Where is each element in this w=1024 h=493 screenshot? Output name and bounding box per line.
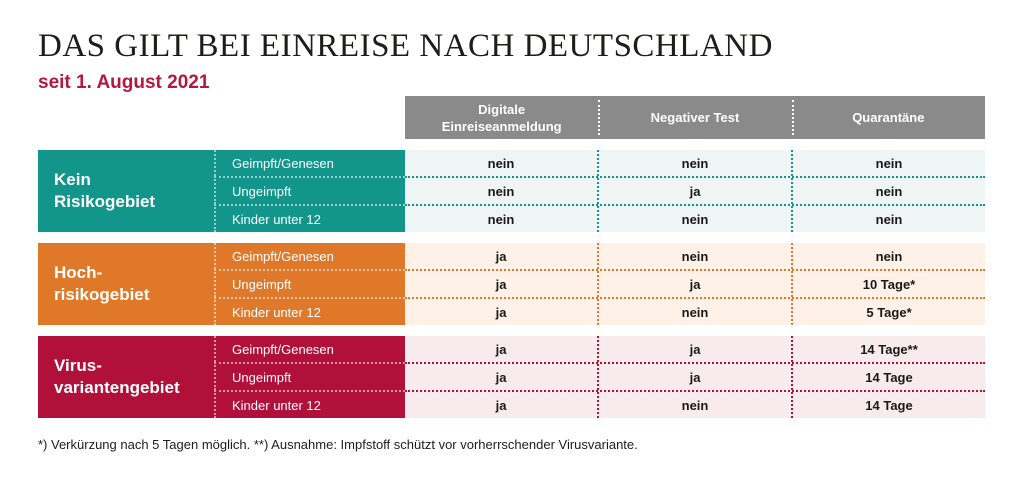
row-label: Geimpft/Genesen [214, 150, 405, 176]
page-subtitle: seit 1. August 2021 [38, 72, 210, 93]
row-label: Kinder unter 12 [214, 297, 405, 325]
table-row: ja nein 14 Tage [405, 390, 985, 418]
row-label: Kinder unter 12 [214, 204, 405, 232]
row-label: Kinder unter 12 [214, 390, 405, 418]
table-cell: 5 Tage* [791, 299, 985, 325]
table-cell: ja [495, 369, 507, 385]
table-cell: nein [597, 243, 791, 269]
column-header-einreiseanmeldung: Digitale Einreiseanmeldung [441, 101, 562, 134]
column-header-negativer-test: Negativer Test [598, 96, 791, 139]
group-virusvariantengebiet: Virus- variantengebiet Geimpft/Genesen U… [38, 336, 985, 418]
table-cell: nein [597, 299, 791, 325]
table-header: Digitale Einreiseanmeldung Negativer Tes… [405, 96, 985, 139]
table-cell: nein [597, 206, 791, 232]
footnote: *) Verkürzung nach 5 Tagen möglich. **) … [38, 437, 638, 452]
table-cell: 14 Tage [791, 392, 985, 418]
group-label: Hoch- risikogebiet [38, 243, 214, 325]
table-cell: nein [791, 150, 985, 176]
table-cell: ja [495, 341, 507, 357]
table-cell: ja [495, 397, 507, 413]
group-kein-risikogebiet: Kein Risikogebiet Geimpft/Genesen Ungeim… [38, 150, 985, 232]
table-cell: nein [791, 243, 985, 269]
group-values: ja nein nein ja ja 10 Tage* ja nein 5 Ta… [405, 243, 985, 325]
row-label: Ungeimpft [214, 269, 405, 297]
table-cell: nein [791, 206, 985, 232]
group-label: Virus- variantengebiet [38, 336, 214, 418]
table-row: nein nein nein [405, 150, 985, 176]
group-values: nein nein nein nein ja nein nein nein ne… [405, 150, 985, 232]
table-cell: ja [495, 248, 507, 264]
table-cell: nein [487, 155, 515, 171]
row-label: Ungeimpft [214, 176, 405, 204]
group-label: Kein Risikogebiet [38, 150, 214, 232]
table-row: ja nein nein [405, 243, 985, 269]
table-cell: ja [597, 364, 791, 390]
table-cell: nein [597, 150, 791, 176]
table-cell: 14 Tage** [791, 336, 985, 362]
row-labels: Geimpft/Genesen Ungeimpft Kinder unter 1… [214, 150, 405, 232]
table-cell: ja [597, 178, 791, 204]
table-cell: 14 Tage [791, 364, 985, 390]
table-row: ja ja 14 Tage** [405, 336, 985, 362]
row-label: Geimpft/Genesen [214, 243, 405, 269]
table-cell: ja [597, 271, 791, 297]
table-row: ja ja 10 Tage* [405, 269, 985, 297]
table-row: ja nein 5 Tage* [405, 297, 985, 325]
group-values: ja ja 14 Tage** ja ja 14 Tage ja nein 14… [405, 336, 985, 418]
table-cell: ja [495, 276, 507, 292]
row-label: Ungeimpft [214, 362, 405, 390]
table-row: nein nein nein [405, 204, 985, 232]
table-row: nein ja nein [405, 176, 985, 204]
table-cell: nein [487, 183, 515, 199]
table-cell: nein [791, 178, 985, 204]
table-cell: nein [487, 211, 515, 227]
table-row: ja ja 14 Tage [405, 362, 985, 390]
table-cell: ja [495, 304, 507, 320]
table-cell: 10 Tage* [791, 271, 985, 297]
table-cell: nein [597, 392, 791, 418]
row-labels: Geimpft/Genesen Ungeimpft Kinder unter 1… [214, 243, 405, 325]
row-labels: Geimpft/Genesen Ungeimpft Kinder unter 1… [214, 336, 405, 418]
table-cell: ja [597, 336, 791, 362]
row-label: Geimpft/Genesen [214, 336, 405, 362]
group-hochrisikogebiet: Hoch- risikogebiet Geimpft/Genesen Ungei… [38, 243, 985, 325]
page-title: DAS GILT BEI EINREISE NACH DEUTSCHLAND [38, 28, 773, 64]
column-header-quarantaene: Quarantäne [791, 96, 985, 139]
